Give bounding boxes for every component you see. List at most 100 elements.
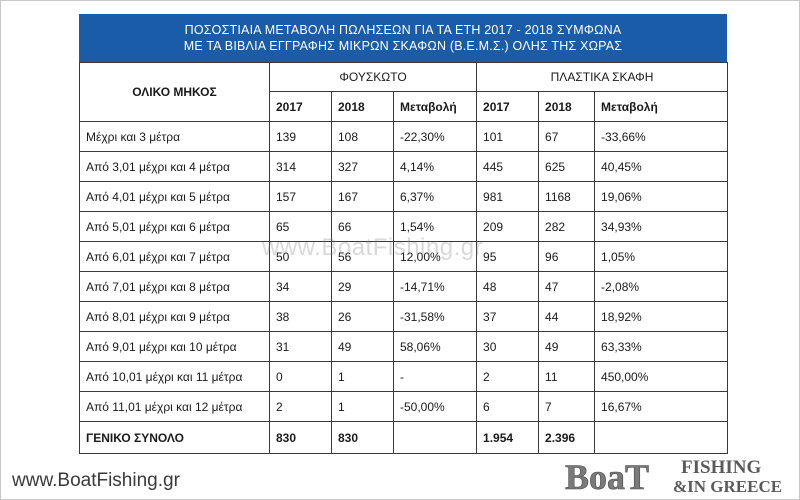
table-row: Από 4,01 μέχρι και 5 μέτρα 157 167 6,37%… — [79, 181, 729, 212]
inflatable-2018-cell: 327 — [331, 151, 394, 182]
row-label: Από 3,01 μέχρι και 4 μέτρα — [79, 151, 270, 182]
inflatable-2018-cell: 49 — [331, 331, 394, 362]
plastic-2017-cell: 6 — [476, 391, 540, 422]
plastic-2018-cell: 47 — [538, 271, 596, 302]
plastic-2017-cell: 37 — [476, 301, 540, 332]
inflatable-2018-cell: 29 — [331, 271, 394, 302]
plastic-2017-cell: 445 — [476, 151, 540, 182]
plastic-2017-cell: 95 — [476, 241, 540, 272]
logo-sub-text-2: &IN GREECE — [673, 477, 782, 495]
inflatable-2017-cell: 50 — [269, 241, 332, 272]
inflatable-2017-cell: 34 — [269, 271, 332, 302]
plastic-2018-cell: 96 — [538, 241, 596, 272]
plastic-change-cell: 34,93% — [594, 211, 729, 242]
inflatable-2017-cell: 31 — [269, 331, 332, 362]
table-row: Μέχρι και 3 μέτρα 139 108 -22,30% 101 67… — [79, 121, 729, 152]
inflatable-2018-cell: 108 — [331, 121, 394, 152]
inflatable-change-cell: -31,58% — [392, 301, 478, 332]
plastic-2017-cell: 209 — [476, 211, 540, 242]
plastic-2018-total: 2.396 — [538, 421, 596, 454]
inflatable-2017-cell: 2 — [269, 391, 332, 422]
plastic-2017-cell: 101 — [476, 121, 540, 152]
table-row: Από 6,01 μέχρι και 7 μέτρα 50 56 12,00% … — [79, 241, 729, 272]
inflatable-change-cell: 58,06% — [392, 331, 478, 362]
table-title: ΠΟΣΟΣΤΙΑΙΑ ΜΕΤΑΒΟΛΗ ΠΩΛΗΣΕΩΝ ΓΙΑ ΤΑ ΕΤΗ … — [79, 14, 727, 62]
inflatable-2017-header: 2017 — [269, 91, 332, 122]
row-label: Από 10,01 μέχρι και 11 μέτρα — [79, 361, 270, 392]
inflatable-change-cell: -22,30% — [392, 121, 478, 152]
table-row: Από 8,01 μέχρι και 9 μέτρα 38 26 -31,58%… — [79, 301, 729, 332]
table-row: Από 5,01 μέχρι και 6 μέτρα 65 66 1,54% 2… — [79, 211, 729, 242]
plastic-2018-cell: 11 — [538, 361, 596, 392]
plastic-change-cell: 450,00% — [594, 361, 729, 392]
plastic-2017-cell: 2 — [476, 361, 540, 392]
logo-sub-text-1: FISHING — [681, 457, 761, 478]
inflatable-2018-cell: 66 — [331, 211, 394, 242]
inflatable-2018-cell: 1 — [331, 361, 394, 392]
plastic-2018-cell: 625 — [538, 151, 596, 182]
length-header: ΟΛΙΚΟ ΜΗΚΟΣ — [79, 62, 270, 122]
inflatable-2018-total: 830 — [331, 421, 394, 454]
inflatable-2017-cell: 0 — [269, 361, 332, 392]
inflatable-2018-cell: 167 — [331, 181, 394, 212]
plastic-change-cell: -33,66% — [594, 121, 729, 152]
inflatable-change-total — [392, 421, 478, 454]
table-row: Από 10,01 μέχρι και 11 μέτρα 0 1 - 2 11 … — [79, 361, 729, 392]
table-row: Από 9,01 μέχρι και 10 μέτρα 31 49 58,06%… — [79, 331, 729, 362]
plastic-2017-cell: 981 — [476, 181, 540, 212]
sales-table: ΟΛΙΚΟ ΜΗΚΟΣ ΦΟΥΣΚΩΤΟ ΠΛΑΣΤΙΚΑ ΣΚΑΦΗ 2017… — [79, 62, 729, 454]
inflatable-change-cell: 6,37% — [392, 181, 478, 212]
plastic-2018-header: 2018 — [538, 91, 596, 122]
row-label: Από 11,01 μέχρι και 12 μέτρα — [79, 391, 270, 422]
plastic-2018-cell: 44 — [538, 301, 596, 332]
inflatable-2017-cell: 157 — [269, 181, 332, 212]
plastic-2018-cell: 49 — [538, 331, 596, 362]
table-title-line-1: ΠΟΣΟΣΤΙΑΙΑ ΜΕΤΑΒΟΛΗ ΠΩΛΗΣΕΩΝ ΓΙΑ ΤΑ ΕΤΗ … — [184, 23, 622, 37]
plastic-2017-header: 2017 — [476, 91, 540, 122]
total-label: ΓΕΝΙΚΟ ΣΥΝΟΛΟ — [79, 421, 270, 454]
inflatable-change-header: Μεταβολή — [392, 91, 478, 122]
inflatable-2018-cell: 26 — [331, 301, 394, 332]
row-label: Από 8,01 μέχρι και 9 μέτρα — [79, 301, 270, 332]
table-row: Από 11,01 μέχρι και 12 μέτρα 2 1 -50,00%… — [79, 391, 729, 422]
inflatable-2018-cell: 56 — [331, 241, 394, 272]
table-row: Από 7,01 μέχρι και 8 μέτρα 34 29 -14,71%… — [79, 271, 729, 302]
inflatable-change-cell: -50,00% — [392, 391, 478, 422]
inflatable-change-cell: 12,00% — [392, 241, 478, 272]
row-label: Από 5,01 μέχρι και 6 μέτρα — [79, 211, 270, 242]
inflatable-2017-cell: 139 — [269, 121, 332, 152]
inflatable-2017-cell: 38 — [269, 301, 332, 332]
inflatable-2017-total: 830 — [269, 421, 332, 454]
inflatable-header: ΦΟΥΣΚΩΤΟ — [268, 62, 478, 92]
row-label: Από 4,01 μέχρι και 5 μέτρα — [79, 181, 270, 212]
inflatable-2018-header: 2018 — [331, 91, 394, 122]
plastic-change-cell: 63,33% — [594, 331, 729, 362]
inflatable-2017-cell: 314 — [269, 151, 332, 182]
inflatable-change-cell: 4,14% — [392, 151, 478, 182]
row-label: Από 6,01 μέχρι και 7 μέτρα — [79, 241, 270, 272]
inflatable-2017-cell: 65 — [269, 211, 332, 242]
plastic-2017-total: 1.954 — [476, 421, 540, 454]
sales-table-container: ΠΟΣΟΣΤΙΑΙΑ ΜΕΤΑΒΟΛΗ ΠΩΛΗΣΕΩΝ ΓΙΑ ΤΑ ΕΤΗ … — [79, 14, 729, 454]
plastic-change-cell: 18,92% — [594, 301, 729, 332]
site-url: www.BoatFishing.gr — [12, 470, 180, 491]
table-title-line-2: ΜΕ ΤΑ ΒΙΒΛΙΑ ΕΓΓΡΑΦΗΣ ΜΙΚΡΩΝ ΣΚΑΦΩΝ (Β.Ε… — [183, 39, 623, 53]
inflatable-2018-cell: 1 — [331, 391, 394, 422]
plastic-change-cell: 40,45% — [594, 151, 729, 182]
inflatable-change-cell: - — [392, 361, 478, 392]
plastic-2018-cell: 7 — [538, 391, 596, 422]
plastic-change-total — [594, 421, 729, 454]
plastic-2017-cell: 30 — [476, 331, 540, 362]
plastic-change-cell: -2,08% — [594, 271, 729, 302]
row-label: Μέχρι και 3 μέτρα — [79, 121, 270, 152]
plastic-change-cell: 1,05% — [594, 241, 729, 272]
inflatable-change-cell: 1,54% — [392, 211, 478, 242]
plastic-change-cell: 16,67% — [594, 391, 729, 422]
inflatable-change-cell: -14,71% — [392, 271, 478, 302]
plastic-2018-cell: 1168 — [538, 181, 596, 212]
logo-main-text: BoaT — [565, 457, 649, 495]
total-row: ΓΕΝΙΚΟ ΣΥΝΟΛΟ 830 830 1.954 2.396 — [79, 421, 729, 454]
plastic-2017-cell: 48 — [476, 271, 540, 302]
row-label: Από 9,01 μέχρι και 10 μέτρα — [79, 331, 270, 362]
plastic-2018-cell: 282 — [538, 211, 596, 242]
